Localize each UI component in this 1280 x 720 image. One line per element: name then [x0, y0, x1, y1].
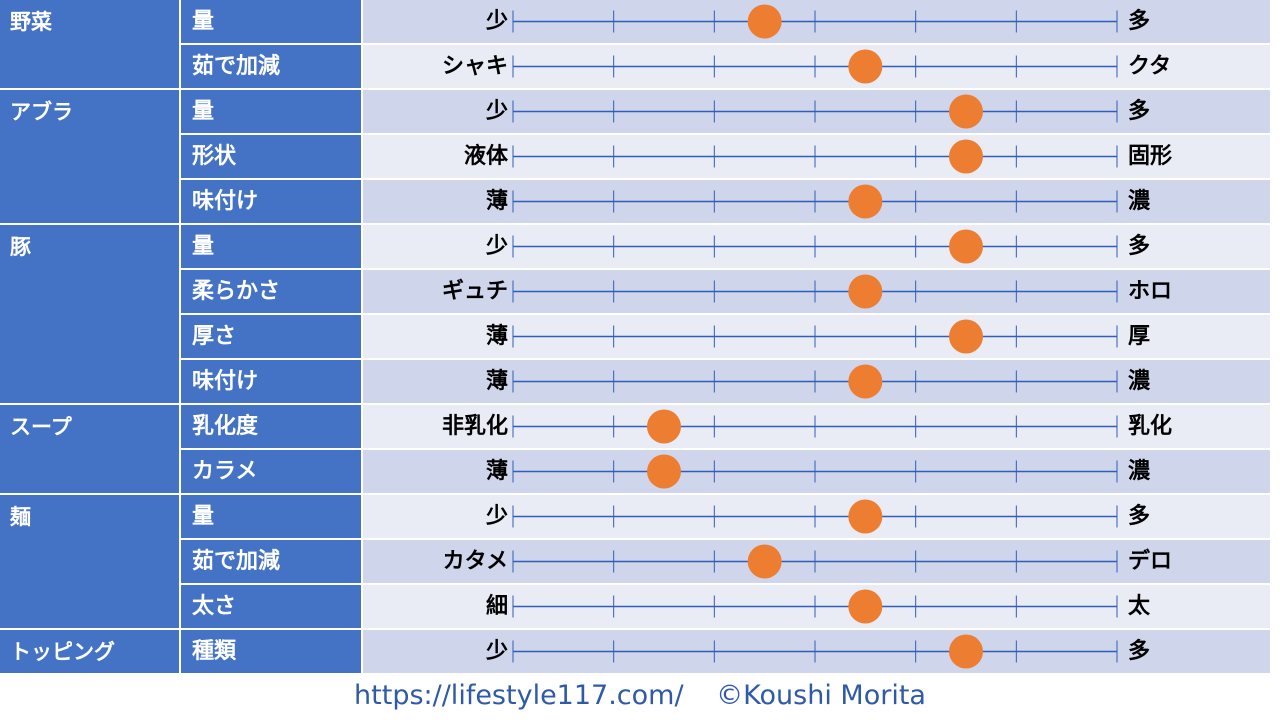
scale-right-label: 多 [1128, 504, 1151, 529]
category-cell: トッピング [0, 630, 179, 673]
scale-left-label: 薄 [485, 459, 508, 484]
scale-left-label: ギュチ [441, 279, 508, 304]
scale-left-label: 少 [485, 639, 508, 664]
category-cell: スープ [0, 405, 179, 493]
footer-copyright: ©Koushi Morita [716, 680, 926, 711]
rating-dot [949, 229, 983, 264]
scale-left-label: 細 [485, 594, 508, 619]
item-cell: 茹で加減 [181, 45, 361, 88]
rating-dot [848, 364, 883, 399]
category-cell: 豚 [0, 225, 179, 403]
scale-right-label: 乳化 [1128, 414, 1173, 439]
scale-left-label: 非乳化 [441, 414, 508, 439]
rating-dot [848, 499, 883, 534]
item-cell: 味付け [181, 360, 361, 403]
scale-left-label: 液体 [463, 144, 508, 169]
scale-right-label: 厚 [1128, 324, 1151, 349]
item-cell: 量 [181, 495, 361, 538]
rating-dot [949, 94, 983, 129]
item-cell: 量 [181, 225, 361, 268]
item-cell: 太さ [181, 585, 361, 628]
rating-dot [747, 544, 782, 579]
scale-right-label: 多 [1128, 639, 1151, 664]
rating-dot [949, 634, 983, 669]
scale-right-label: 多 [1128, 99, 1151, 124]
scale-left-label: 薄 [485, 189, 508, 214]
rating-dot [848, 274, 883, 309]
item-cell: 味付け [181, 180, 361, 223]
rating-chart-marks [512, 4, 1118, 669]
item-cell: 乳化度 [181, 405, 361, 448]
category-cell: 麺 [0, 495, 179, 628]
item-cell: 厚さ [181, 315, 361, 358]
rating-dot [647, 409, 681, 444]
scale-right-label: クタ [1128, 54, 1172, 79]
scale-left-label: カタメ [442, 549, 508, 574]
scale-right-label: 濃 [1128, 459, 1151, 484]
scale-right-label: ホロ [1128, 279, 1173, 304]
rating-dot [747, 4, 782, 39]
rating-dot [848, 589, 883, 624]
scale-left-label: シャキ [441, 54, 508, 79]
scale-right-label: 多 [1128, 9, 1151, 34]
rating-dot [949, 139, 983, 174]
scale-right-label: 固形 [1128, 144, 1173, 169]
footer-url[interactable]: https://lifestyle117.com/ [354, 680, 684, 711]
scale-left-label: 少 [485, 504, 508, 529]
item-cell: 量 [181, 90, 361, 133]
scale-right-label: デロ [1128, 549, 1173, 574]
item-cell: 茹で加減 [181, 540, 361, 583]
scale-right-label: 多 [1128, 234, 1151, 259]
scale-left-label: 少 [485, 99, 508, 124]
scale-left-label: 少 [485, 234, 508, 259]
scale-right-label: 濃 [1128, 369, 1151, 394]
rating-dot [949, 319, 983, 354]
scale-left-label: 少 [485, 9, 508, 34]
item-cell: 種類 [181, 630, 361, 673]
item-cell: 形状 [181, 135, 361, 178]
rating-dot [848, 49, 883, 84]
scale-right-label: 太 [1128, 594, 1151, 619]
category-cell: 野菜 [0, 0, 179, 88]
item-cell: カラメ [181, 450, 361, 493]
rating-dot [848, 184, 883, 219]
scale-left-label: 薄 [485, 324, 508, 349]
scale-left-label: 薄 [485, 369, 508, 394]
footer: https://lifestyle117.com/ ©Koushi Morita [0, 676, 1280, 716]
item-cell: 柔らかさ [181, 270, 361, 313]
category-cell: アブラ [0, 90, 179, 223]
rating-dot [647, 454, 681, 489]
scale-right-label: 濃 [1128, 189, 1151, 214]
item-cell: 量 [181, 0, 361, 43]
